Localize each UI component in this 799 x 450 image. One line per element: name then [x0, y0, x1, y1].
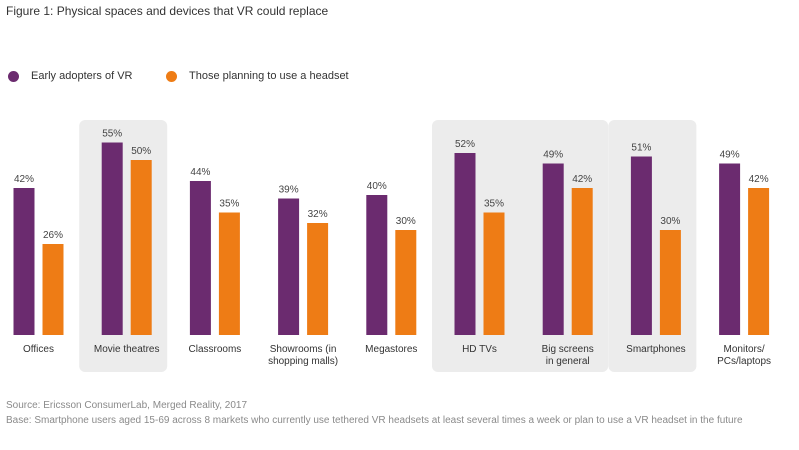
- bar-movie-theatres-planning-headset: [130, 160, 152, 335]
- data-label-hd-tvs-early-adopters: 52%: [455, 139, 475, 150]
- category-label-smartphones: Smartphones: [626, 344, 685, 355]
- bar-big-screens-in-general-early-adopters: [542, 163, 564, 335]
- bar-monitors-pcs-laptops-early-adopters: [719, 163, 741, 335]
- category-label-classrooms: Classrooms: [189, 344, 242, 355]
- category-label-offices: Offices: [23, 344, 54, 355]
- legend-swatch-early-adopters: [8, 70, 19, 82]
- highlight-panel-1: [432, 120, 609, 372]
- data-label-showrooms-in-shopping-malls-planning-headset: 32%: [308, 209, 328, 220]
- category-label-showrooms-in-shopping-malls: Showrooms (in shopping malls): [268, 344, 338, 367]
- category-label-hd-tvs: HD TVs: [462, 344, 497, 355]
- data-label-showrooms-in-shopping-malls-early-adopters: 39%: [279, 185, 299, 196]
- bar-smartphones-early-adopters: [630, 156, 652, 335]
- category-label-megastores: Megastores: [365, 344, 417, 355]
- data-label-movie-theatres-early-adopters: 55%: [102, 129, 122, 140]
- source-note: Source: Ericsson ConsumerLab, Merged Rea…: [6, 400, 248, 411]
- data-label-offices-early-adopters: 42%: [14, 174, 34, 185]
- bar-hd-tvs-planning-headset: [483, 212, 505, 335]
- data-label-smartphones-planning-headset: 30%: [660, 216, 680, 227]
- bar-big-screens-in-general-planning-headset: [571, 188, 593, 335]
- bar-monitors-pcs-laptops-planning-headset: [748, 188, 770, 335]
- bar-classrooms-planning-headset: [218, 212, 240, 335]
- bar-movie-theatres-early-adopters: [101, 142, 123, 335]
- data-label-megastores-early-adopters: 40%: [367, 181, 387, 192]
- highlight-panel-2: [608, 120, 697, 372]
- bar-classrooms-early-adopters: [189, 181, 211, 335]
- legend-swatch-planning-headset: [166, 70, 177, 82]
- chart-title: Figure 1: Physical spaces and devices th…: [6, 4, 329, 18]
- category-label-movie-theatres: Movie theatres: [94, 344, 160, 355]
- legend-label-early-adopters: Early adopters of VR: [31, 70, 133, 82]
- data-label-megastores-planning-headset: 30%: [396, 216, 416, 227]
- data-label-hd-tvs-planning-headset: 35%: [484, 199, 504, 210]
- bar-offices-planning-headset: [42, 244, 64, 335]
- data-label-classrooms-planning-headset: 35%: [219, 199, 239, 210]
- category-label-big-screens-in-general: Big screens in general: [542, 344, 594, 367]
- legend-label-planning-headset: Those planning to use a headset: [189, 70, 349, 82]
- data-label-movie-theatres-planning-headset: 50%: [131, 146, 151, 157]
- data-label-classrooms-early-adopters: 44%: [190, 167, 210, 178]
- bar-smartphones-planning-headset: [659, 230, 681, 335]
- legend-item-planning-headset: Those planning to use a headset: [166, 70, 349, 82]
- bar-showrooms-in-shopping-malls-early-adopters: [278, 198, 300, 335]
- data-label-offices-planning-headset: 26%: [43, 230, 63, 241]
- data-label-monitors-pcs-laptops-early-adopters: 49%: [720, 150, 740, 161]
- bar-megastores-early-adopters: [366, 195, 388, 335]
- data-label-big-screens-in-general-early-adopters: 49%: [543, 150, 563, 161]
- highlight-panel-0: [79, 120, 168, 372]
- bar-megastores-planning-headset: [395, 230, 417, 335]
- data-label-monitors-pcs-laptops-planning-headset: 42%: [749, 174, 769, 185]
- data-label-big-screens-in-general-planning-headset: 42%: [572, 174, 592, 185]
- base-note: Base: Smartphone users aged 15-69 across…: [6, 415, 743, 426]
- category-label-monitors-pcs-laptops: Monitors/PCs/laptops: [717, 344, 771, 367]
- data-label-smartphones-early-adopters: 51%: [631, 143, 651, 154]
- bar-showrooms-in-shopping-malls-planning-headset: [307, 223, 329, 335]
- legend-item-early-adopters: Early adopters of VR: [8, 70, 133, 82]
- bar-hd-tvs-early-adopters: [454, 153, 476, 335]
- bar-offices-early-adopters: [13, 188, 35, 335]
